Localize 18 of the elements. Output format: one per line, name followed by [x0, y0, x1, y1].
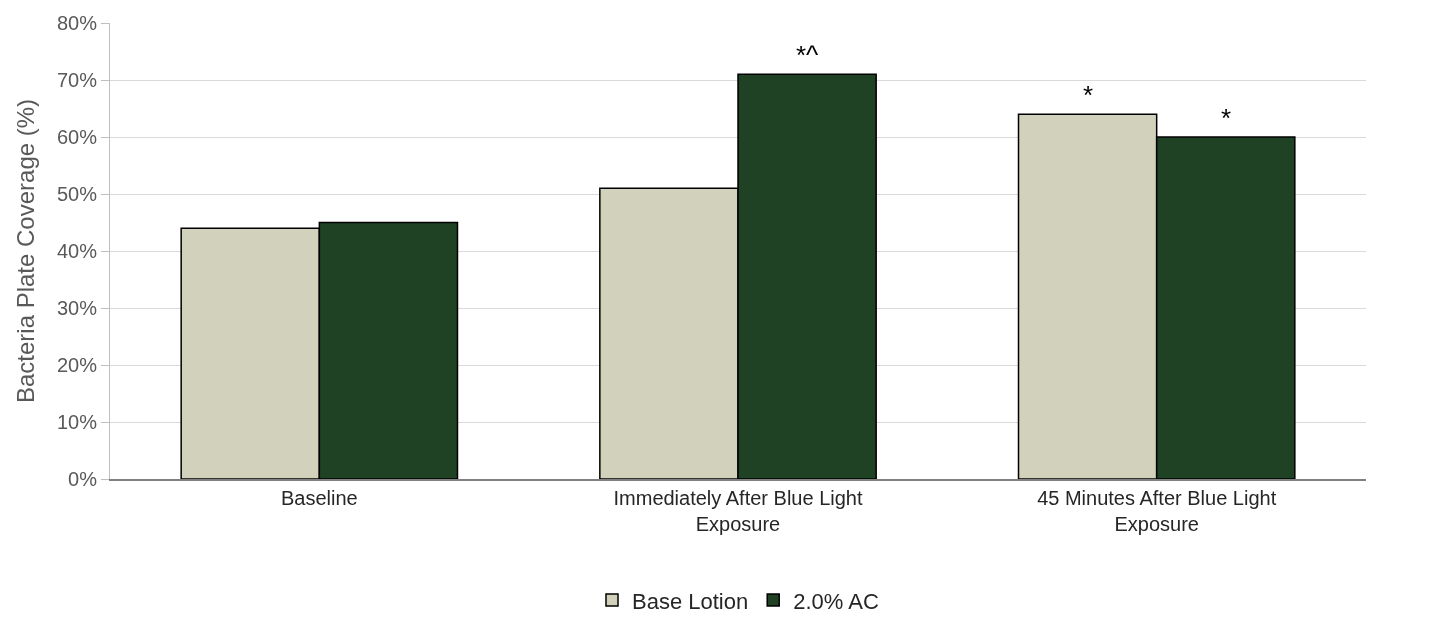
annotation: *: [1083, 80, 1094, 110]
legend-label: 2.0% AC: [793, 588, 879, 614]
x-tick-label: Baseline: [280, 486, 358, 509]
y-tick-label: 80%: [56, 12, 98, 34]
legend-label: Base Lotion: [632, 588, 749, 614]
y-tick-label: 0%: [68, 468, 98, 490]
y-tick-label: 70%: [56, 69, 98, 91]
annotation: *^: [796, 40, 820, 70]
y-tick-label: 20%: [56, 354, 98, 376]
y-tick-label: 60%: [56, 126, 98, 148]
x-tick-label: 45 Minutes After Blue Light Exposure: [1037, 486, 1277, 535]
y-tick-label: 40%: [56, 240, 98, 262]
annotation: *: [1221, 103, 1232, 133]
y-tick-label: 30%: [56, 297, 98, 319]
y-tick-label: 10%: [56, 411, 98, 433]
y-axis-title: Bacteria Plate Coverage (%): [12, 98, 40, 404]
y-tick-label: 50%: [56, 183, 98, 205]
x-tick-label: Immediately After Blue Light Exposure: [613, 486, 863, 535]
